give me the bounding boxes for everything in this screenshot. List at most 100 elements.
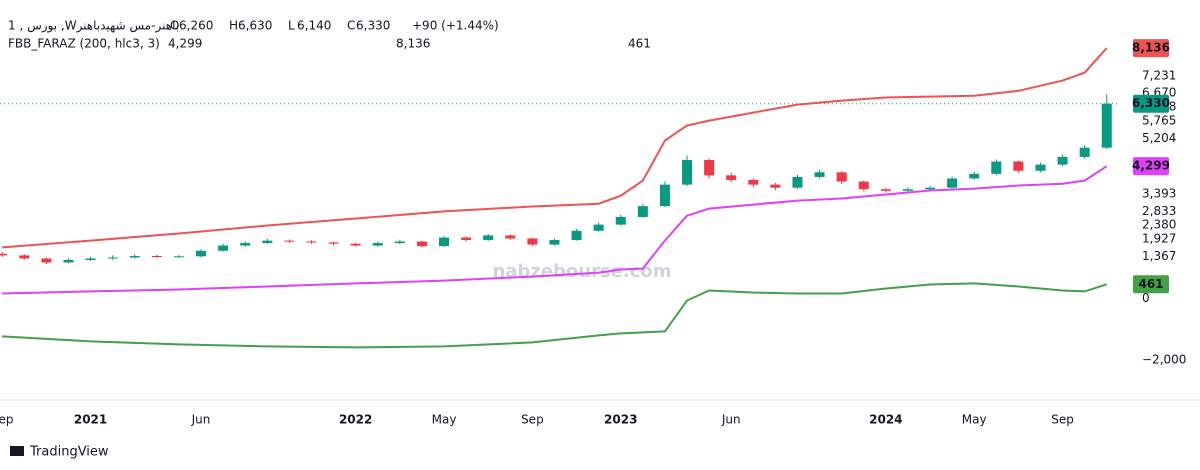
candle-body bbox=[218, 245, 229, 251]
candle-body bbox=[19, 255, 30, 259]
candle-body bbox=[240, 243, 251, 246]
ohlc-label: O bbox=[170, 19, 179, 33]
candle-body bbox=[549, 240, 560, 245]
candle-body bbox=[173, 256, 184, 258]
candle-body bbox=[129, 256, 140, 258]
candle-body bbox=[483, 235, 494, 240]
candle-body bbox=[527, 238, 538, 245]
candle-body bbox=[262, 240, 273, 244]
candle-body bbox=[0, 253, 8, 256]
candle-body bbox=[461, 237, 472, 240]
candle-body bbox=[571, 230, 582, 240]
candle-body bbox=[196, 250, 207, 257]
x-tick-label: 2024 bbox=[869, 413, 902, 427]
candle-body bbox=[792, 176, 803, 188]
price-tag bbox=[1133, 275, 1169, 294]
ohlc-value: 6,140 bbox=[297, 19, 331, 33]
candle-body bbox=[836, 172, 847, 182]
candle-body bbox=[1013, 161, 1024, 171]
price-tag bbox=[1133, 94, 1169, 113]
symbol: 1 , بورس ,Wباهنر-مس شهیدباهنر bbox=[8, 19, 179, 34]
y-tick-label: 0 bbox=[1142, 291, 1150, 305]
x-tick-label: 2022 bbox=[339, 413, 372, 427]
candle-body bbox=[350, 243, 361, 246]
candle-body bbox=[637, 206, 648, 217]
x-tick-label: May bbox=[432, 413, 457, 427]
y-tick-label: 3,393 bbox=[1142, 187, 1176, 201]
x-tick-label: Sep bbox=[521, 413, 544, 427]
x-tick-label: Jun bbox=[191, 413, 211, 427]
candle-body bbox=[1079, 147, 1090, 157]
candle-body bbox=[659, 184, 670, 207]
candle-body bbox=[814, 172, 825, 177]
ohlc-value: 6,260 bbox=[179, 19, 213, 33]
band-line bbox=[2, 165, 1108, 295]
price-tag bbox=[1133, 39, 1169, 58]
candle-body bbox=[991, 161, 1002, 174]
indicator-value: 4,299 bbox=[168, 37, 202, 51]
ohlc-value: 6,630 bbox=[238, 19, 272, 33]
candle-body bbox=[306, 241, 317, 243]
x-tick-label: 2021 bbox=[74, 413, 107, 427]
price-tag bbox=[1133, 157, 1169, 176]
brand: TradingView bbox=[29, 445, 109, 460]
candle-body bbox=[615, 216, 626, 225]
price-tag-label: 8,136 bbox=[1132, 41, 1170, 55]
watermark: nabzebourse.com bbox=[492, 261, 671, 282]
candle-body bbox=[593, 224, 604, 231]
candle-body bbox=[969, 173, 980, 179]
candle-body bbox=[1035, 164, 1046, 171]
brand-logo bbox=[10, 446, 24, 456]
candle-body bbox=[880, 189, 891, 191]
candle-body bbox=[704, 160, 715, 176]
candle-body bbox=[902, 189, 913, 191]
candle-body bbox=[682, 160, 693, 185]
candle-body bbox=[726, 175, 737, 180]
ohlc-label: H bbox=[229, 19, 238, 33]
candle-body bbox=[770, 184, 781, 188]
indicator-value: 8,136 bbox=[396, 37, 430, 51]
ohlc-label: C bbox=[347, 19, 355, 33]
y-tick-label: −2,000 bbox=[1142, 353, 1186, 367]
price-tag-label: 6,330 bbox=[1132, 96, 1170, 110]
change: +90 (+1.44%) bbox=[412, 19, 499, 33]
x-tick-label: 2023 bbox=[604, 413, 637, 427]
ohlc-value: 6,330 bbox=[356, 19, 390, 33]
y-tick-label: 1,927 bbox=[1142, 232, 1176, 246]
x-tick-label: Sep bbox=[0, 413, 14, 427]
price-tag-label: 4,299 bbox=[1132, 159, 1170, 173]
candle-body bbox=[748, 180, 759, 185]
y-tick-label: 1,367 bbox=[1142, 249, 1176, 263]
candle-body bbox=[439, 237, 450, 247]
candle-body bbox=[1101, 103, 1112, 148]
x-tick-label: May bbox=[962, 413, 987, 427]
candle-body bbox=[416, 241, 427, 247]
candle-body bbox=[41, 258, 52, 263]
candle-body bbox=[85, 258, 96, 260]
band-line bbox=[2, 47, 1108, 249]
indicator-name: FBB_FARAZ (200, hlc3, 3) bbox=[8, 37, 160, 51]
band-line bbox=[2, 282, 1108, 349]
x-tick-label: Sep bbox=[1051, 413, 1074, 427]
candle-body bbox=[328, 242, 339, 244]
y-tick-label: 2,833 bbox=[1142, 204, 1176, 218]
candle-body bbox=[858, 181, 869, 190]
y-tick-label: 7,231 bbox=[1142, 68, 1176, 82]
x-tick-label: Jun bbox=[721, 413, 741, 427]
candle-body bbox=[394, 241, 405, 244]
candle-body bbox=[63, 260, 74, 263]
candle-body bbox=[151, 256, 162, 257]
y-tick-label: 5,204 bbox=[1142, 131, 1176, 145]
y-tick-label: 5,765 bbox=[1142, 114, 1176, 128]
candle-body bbox=[925, 187, 936, 190]
indicator-value: 461 bbox=[628, 37, 651, 51]
y-tick-label: 2,380 bbox=[1142, 218, 1176, 232]
candle-body bbox=[1057, 156, 1068, 165]
candle-body bbox=[505, 235, 516, 239]
ohlc-label: L bbox=[288, 19, 295, 33]
candle-body bbox=[947, 178, 958, 188]
price-tag-label: 461 bbox=[1138, 277, 1163, 291]
candle-body bbox=[372, 243, 383, 246]
